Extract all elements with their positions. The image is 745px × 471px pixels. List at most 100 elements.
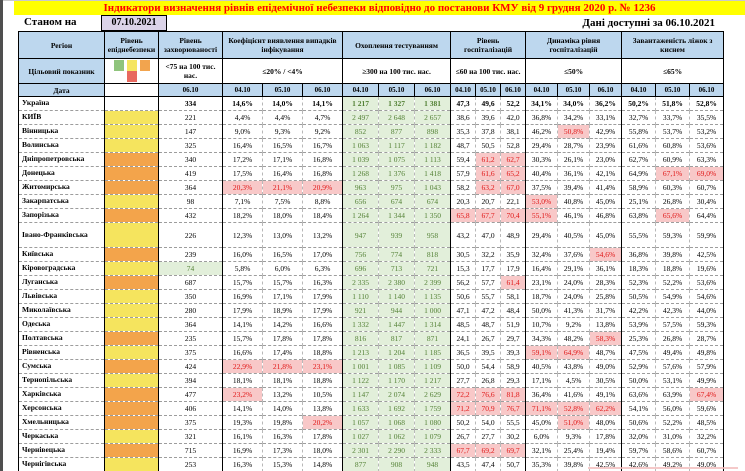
value-cell: 14,1% — [222, 317, 263, 332]
epid-level-cell — [104, 124, 159, 139]
table-row: Харківська 477 23,2% 13,2% 10,5% 1 147 2 074 2 … — [18, 387, 724, 402]
value-cell: 52,3% — [621, 275, 656, 290]
table-row: Кіровоградська 74 5,8% 6,0% 6,3% 696 713 721 15,… — [18, 261, 724, 276]
value-cell: 26,1% — [557, 152, 590, 167]
value-cell: 7,5% — [262, 194, 303, 209]
epid-level-cell — [104, 208, 159, 223]
value-cell: 61,2 — [475, 152, 501, 167]
table-row: Житомирська 364 20,3% 21,1% 20,9% 963 975 1 043… — [18, 180, 724, 195]
region-name: Донецька — [18, 166, 105, 181]
value-cell: 35,9 — [500, 247, 526, 262]
value-cell: 9,0% — [222, 124, 263, 139]
value-cell: 713 — [378, 261, 415, 276]
value-cell: 70,4 — [500, 208, 526, 223]
value-cell: 48,5 — [450, 317, 476, 332]
value-cell: 27,7 — [475, 429, 501, 444]
value-cell: 2 380 — [378, 275, 415, 290]
value-cell: 14,8% — [302, 457, 343, 471]
value-cell: 53,1% — [655, 373, 690, 388]
value-cell: 17,9 — [500, 261, 526, 276]
value-cell: 58,6% — [655, 443, 690, 458]
value-cell: 1 117 — [378, 138, 415, 153]
value-cell: 9,2% — [302, 124, 343, 139]
value-cell: 1 170 — [378, 373, 415, 388]
value-cell: 334 — [158, 96, 223, 111]
page-title: Індикатори визначення рівнів епідемічної… — [14, 1, 745, 15]
value-cell: 55,8% — [621, 124, 656, 139]
value-cell: 1 027 — [342, 429, 379, 444]
value-cell: 58,9 — [500, 359, 526, 374]
value-cell: 18,0% — [262, 208, 303, 223]
value-cell: 48,2% — [557, 331, 590, 346]
value-cell: 31,0% — [655, 429, 690, 444]
value-cell: 37,8 — [475, 124, 501, 139]
value-cell: 37,5% — [525, 180, 558, 195]
value-cell: 17,0% — [302, 247, 343, 262]
epid-level-cell — [104, 222, 159, 248]
value-cell: 53,2% — [689, 124, 724, 139]
legend-swatch-green — [113, 60, 124, 71]
value-cell: 1 418 — [413, 166, 451, 181]
value-cell: 1 314 — [413, 317, 451, 332]
value-cell: 59,3% — [689, 317, 724, 332]
value-cell: 1 264 — [342, 208, 379, 223]
value-cell: 280 — [158, 303, 223, 318]
value-cell: 58,1 — [500, 289, 526, 304]
epid-level-cell — [104, 429, 159, 444]
value-cell: 61,6% — [621, 138, 656, 153]
table-row: Полтавська 235 15,7% 17,8% 17,8% 816 817 871 24,… — [18, 331, 724, 346]
value-cell: 21,8% — [262, 359, 303, 374]
value-cell: 48,5% — [689, 415, 724, 430]
value-cell: 1 062 — [378, 429, 415, 444]
value-cell: 17,8% — [302, 331, 343, 346]
value-cell: 67,4% — [689, 387, 724, 402]
value-cell: 24,0% — [557, 289, 590, 304]
date-header-dyn: 05.10 — [557, 83, 591, 97]
as-of-date-field[interactable]: 07.10.2021 — [101, 15, 167, 31]
value-cell: 16,9% — [222, 443, 263, 458]
value-cell: 1 332 — [342, 317, 379, 332]
value-cell: 877 — [342, 457, 379, 471]
legend-swatch-red — [126, 71, 137, 82]
value-cell: 221 — [158, 110, 223, 125]
value-cell: 57,9% — [689, 359, 724, 374]
value-cell: 25,1% — [621, 194, 656, 209]
group-header-hosp: Рівень госпіталізацій — [450, 31, 527, 59]
value-cell: 17,8% — [589, 429, 622, 444]
value-cell: 49,4% — [655, 345, 690, 360]
value-cell: 15,3 — [450, 261, 476, 276]
value-cell: 49,6 — [475, 96, 501, 111]
value-cell: 40,5% — [525, 359, 558, 374]
value-cell: 72,2 — [450, 387, 476, 402]
date-header-coef: 06.10 — [302, 83, 343, 97]
value-cell: 58,9% — [621, 180, 656, 195]
value-cell: 47,1 — [450, 303, 476, 318]
epid-level-cell — [104, 110, 159, 125]
value-cell: 49,0% — [589, 359, 622, 374]
value-cell: 50,2 — [450, 415, 476, 430]
group-header-test: Охоплення тестуванням — [341, 31, 452, 59]
value-cell: 2 629 — [413, 387, 451, 402]
value-cell: 53,7% — [655, 124, 690, 139]
value-cell: 13,8% — [589, 317, 622, 332]
value-cell: 18,0% — [302, 443, 343, 458]
value-cell: 55,5% — [621, 222, 656, 248]
value-cell: 756 — [342, 247, 379, 262]
table-row: Київська 239 16,0% 16,5% 17,0% 756 774 818 30,5 3… — [18, 247, 724, 262]
value-cell: 30,5 — [450, 247, 476, 262]
value-cell: 17,1% — [262, 152, 303, 167]
value-cell: 57,5% — [655, 317, 690, 332]
epid-level-cell — [104, 275, 159, 290]
value-cell: 36,4% — [525, 387, 558, 402]
value-cell: 908 — [378, 457, 415, 471]
value-cell: 375 — [158, 345, 223, 360]
region-name: Вінницька — [18, 124, 105, 139]
value-cell: 898 — [413, 124, 451, 139]
value-cell: 51,8% — [655, 96, 690, 111]
value-cell: 17,8% — [302, 429, 343, 444]
value-cell: 26,8% — [655, 331, 690, 346]
value-cell: 50,6 — [450, 289, 476, 304]
value-cell: 42,1% — [589, 166, 622, 181]
value-cell: 1 113 — [413, 152, 451, 167]
region-name: Запорізька — [18, 208, 105, 223]
